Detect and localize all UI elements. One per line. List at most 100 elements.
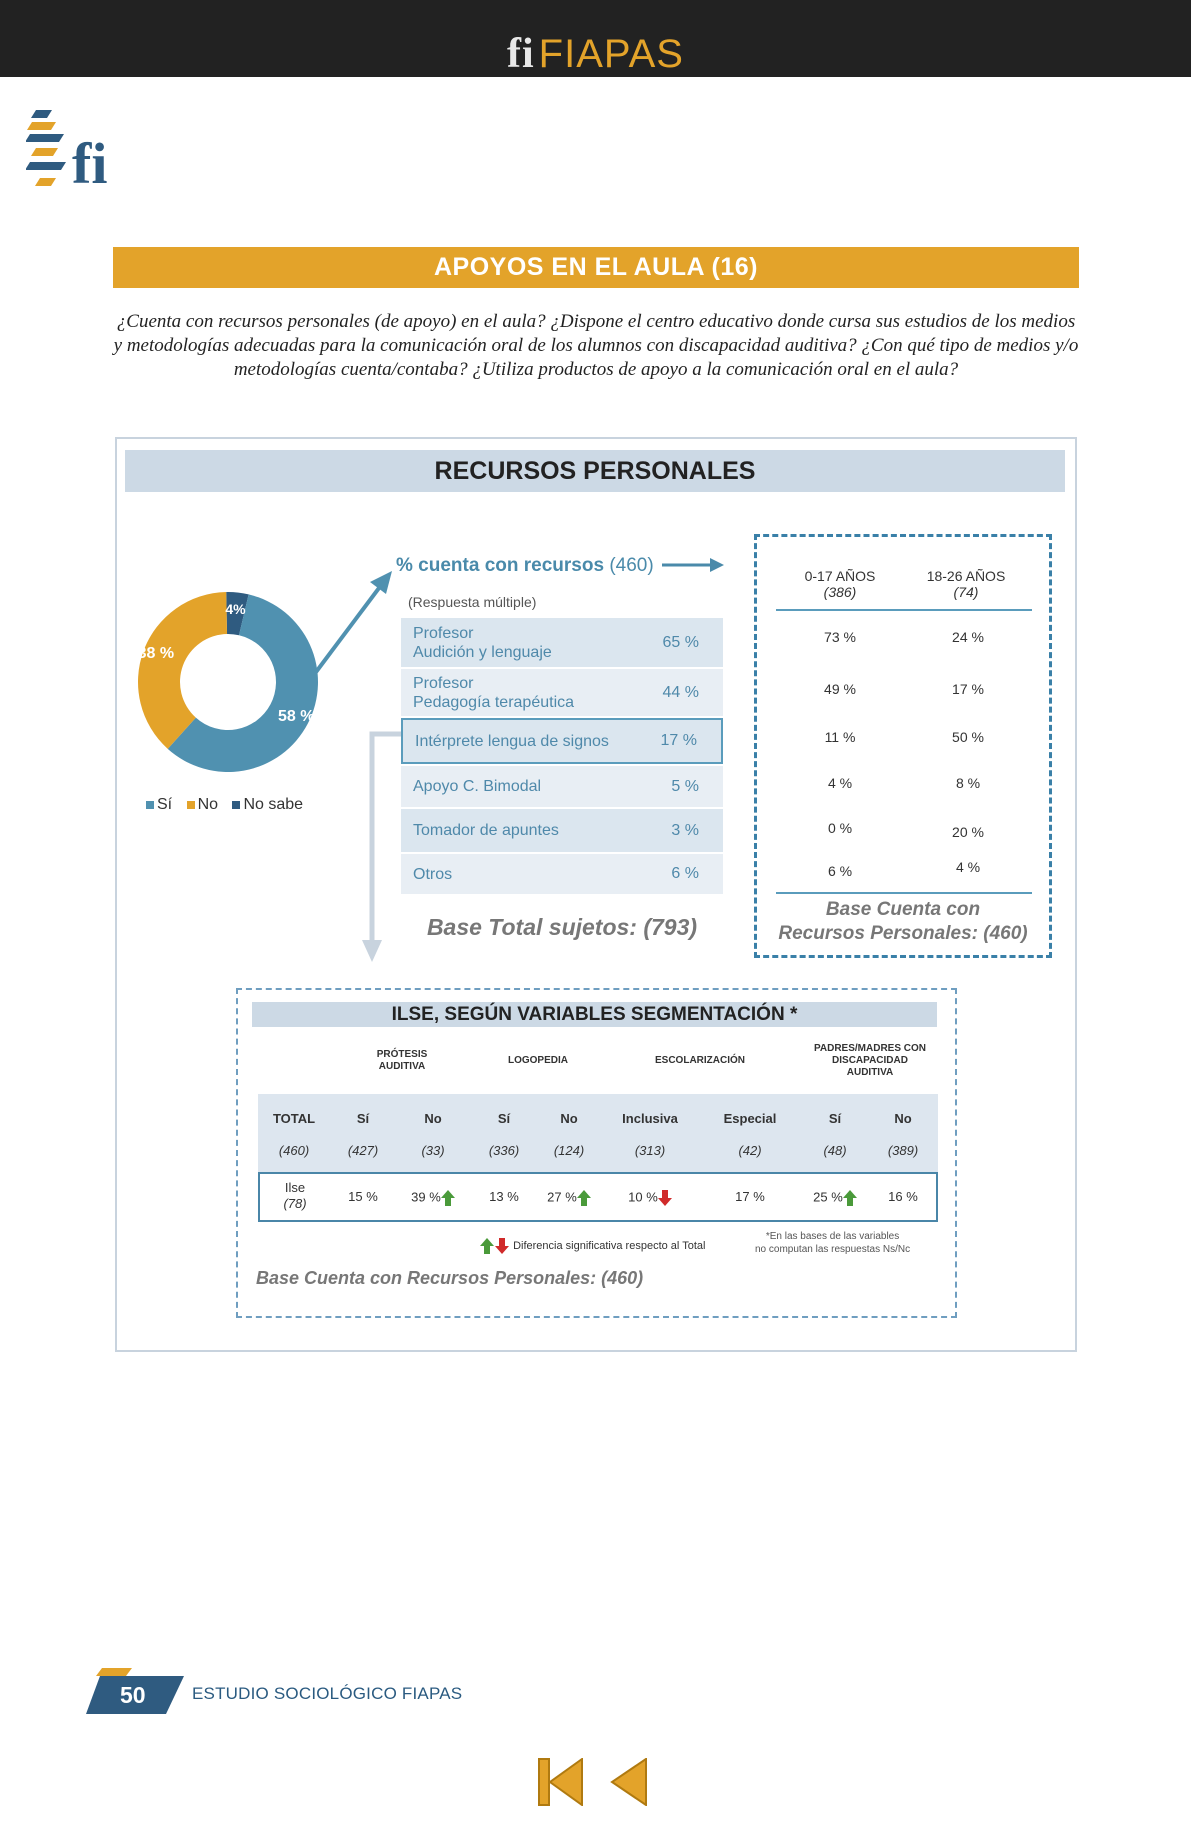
elbow-arrow-line [369, 731, 401, 945]
donut-chart [138, 558, 724, 962]
resource-row: Apoyo C. Bimodal 5 % [401, 766, 723, 807]
legend-item-si: Sí [146, 796, 172, 813]
group-logopedia: LOGOPEDIA [507, 1055, 568, 1066]
resource-label: Apoyo C. Bimodal [413, 778, 542, 795]
age-value: 0 % [827, 820, 853, 836]
brand-mark: fi [507, 31, 535, 77]
age-value: 24 % [952, 629, 984, 645]
resource-row: Profesor Audición y lenguaje 65 % [401, 618, 723, 667]
ilse-col-n: (48) [823, 1143, 847, 1158]
ilse-value: 25 % [800, 1189, 870, 1207]
brand-name: FIAPAS [538, 32, 684, 76]
footer-title: ESTUDIO SOCIOLÓGICO FIAPAS [192, 1684, 463, 1703]
ilse-title: ILSE, SEGÚN VARIABLES SEGMENTACIÓN * [391, 1004, 798, 1025]
donut-slice-label: 4% [225, 601, 246, 618]
legend-item-no: No [186, 796, 219, 813]
fiapas-emblem-icon: fi [26, 110, 107, 196]
age-value: 50 % [952, 729, 984, 745]
resource-label: Profesor Audición y lenguaje [413, 624, 552, 661]
age-col-1-header: 0-17 AÑOS (386) [804, 568, 876, 600]
resource-row: Profesor Pedagogía terapéutica 44 % [401, 669, 723, 716]
donut-slices [138, 592, 318, 773]
ilse-col-n: (313) [634, 1143, 666, 1158]
resource-value: 44 % [662, 683, 699, 701]
age-base-note: Base Cuenta con Recursos Personales: (46… [778, 899, 1028, 944]
resources-title-n: (460) [609, 555, 654, 576]
content-frame [115, 437, 1077, 1352]
age-value: 20 % [952, 824, 984, 840]
ilse-col-n: (336) [488, 1143, 520, 1158]
significance-arrows-icon [480, 1238, 509, 1254]
age-value: 4 % [827, 775, 853, 791]
question-text: ¿Cuenta con recursos personales (de apoy… [113, 311, 1079, 380]
ilse-base-note: Base Cuenta con Recursos Personales: (46… [256, 1268, 644, 1288]
ilse-col-header: No [894, 1111, 912, 1126]
ilse-value: 15 % [348, 1189, 378, 1204]
legend-item-no-sabe: No sabe [232, 796, 303, 813]
resources-title-text: % cuenta con recursos [396, 555, 605, 576]
page-number: 50 [120, 1682, 146, 1708]
age-value: 8 % [955, 775, 981, 791]
ilse-value: 17 % [735, 1189, 765, 1204]
arrow-up-icon [440, 1190, 455, 1206]
first-page-button[interactable] [538, 1758, 584, 1806]
ilse-col-n: (460) [278, 1143, 310, 1158]
age-value: 4 % [955, 859, 981, 875]
resource-row: Tomador de apuntes 3 % [401, 809, 723, 852]
group-escolarizacion: ESCOLARIZACIÓN [655, 1055, 745, 1066]
ilse-col-header: TOTAL [272, 1111, 316, 1126]
ilse-col-n: (389) [887, 1143, 919, 1158]
age-value: 11 % [824, 729, 856, 745]
resource-value: 6 % [671, 865, 699, 882]
resources-title: % cuenta con recursos (460) [396, 555, 654, 577]
ilse-col-header: Sí [497, 1111, 511, 1126]
legend-label: No [197, 796, 219, 813]
donut-legend: Sí No No sabe [146, 796, 313, 814]
svg-text:fi: fi [72, 131, 107, 196]
ilse-col-header: Sí [828, 1111, 842, 1126]
ilse-value: 13 % [489, 1189, 519, 1204]
ilse-row-label: Ilse (78) [283, 1180, 307, 1211]
pointer-arrow-head [370, 571, 392, 594]
ilse-col-n: (42) [738, 1143, 762, 1158]
resources-table: Profesor Audición y lenguaje 65 % Profeso… [401, 618, 723, 896]
arrow-down-icon [657, 1190, 672, 1206]
arrow-up-icon [576, 1190, 591, 1206]
age-footer-rule [776, 892, 1032, 894]
ilse-value: 39 % [398, 1189, 468, 1207]
age-value: 49 % [824, 681, 856, 697]
resource-row: Otros 6 % [401, 854, 723, 894]
age-header-rule [776, 609, 1032, 611]
resource-row-highlighted: Intérprete lengua de signos 17 % [401, 718, 723, 764]
ilse-value: 27 % [534, 1189, 604, 1207]
age-value: 17 % [952, 681, 984, 697]
ilse-value: 10 % [605, 1189, 695, 1207]
legend-label: Sí [157, 796, 173, 813]
donut-slice [226, 592, 249, 636]
age-breakdown-box [754, 534, 1052, 958]
group-protesis: PRÓTESIS AUDITIVA [376, 1049, 428, 1072]
multiple-response-note: (Respuesta múltiple) [408, 594, 537, 610]
resource-label: Otros [413, 865, 453, 883]
top-bar [0, 0, 1191, 77]
ilse-col-n: (33) [421, 1143, 445, 1158]
resource-label: Intérprete lengua de signos [415, 732, 609, 750]
ilse-col-header: Sí [356, 1111, 370, 1126]
ilse-header [252, 1002, 937, 1027]
resource-value: 5 % [671, 777, 699, 795]
resource-label: Profesor Pedagogía terapéutica [413, 674, 575, 711]
age-col-2-header: 18-26 AÑOS (74) [926, 568, 1006, 600]
right-arrow-head [710, 558, 724, 572]
base-total: Base Total sujetos: (793) [426, 914, 698, 940]
title-bar [113, 247, 1079, 288]
brand-logo: fi FIAPAS [0, 30, 1191, 78]
section-title: RECURSOS PERSONALES [434, 457, 756, 485]
ilse-data-row [258, 1172, 938, 1222]
ilse-col-header: Especial [723, 1111, 777, 1126]
donut-slice-label: 38 % [137, 645, 175, 663]
base-footnote: *En las bases de las variables no comput… [755, 1231, 911, 1255]
elbow-arrow-head [362, 940, 382, 962]
ilse-col-n: (124) [553, 1143, 585, 1158]
pointer-arrow-line [314, 578, 387, 674]
previous-page-button[interactable] [610, 1758, 648, 1806]
